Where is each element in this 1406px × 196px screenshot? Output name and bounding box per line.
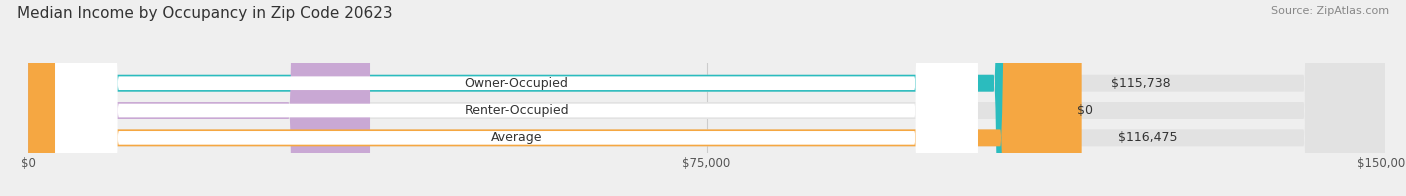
FancyBboxPatch shape <box>28 0 1385 196</box>
FancyBboxPatch shape <box>55 0 979 196</box>
FancyBboxPatch shape <box>28 0 1385 196</box>
Text: Source: ZipAtlas.com: Source: ZipAtlas.com <box>1271 6 1389 16</box>
FancyBboxPatch shape <box>28 0 1385 196</box>
FancyBboxPatch shape <box>28 0 370 196</box>
FancyBboxPatch shape <box>28 0 1081 196</box>
FancyBboxPatch shape <box>55 0 979 196</box>
Text: Renter-Occupied: Renter-Occupied <box>464 104 569 117</box>
Text: $0: $0 <box>1077 104 1094 117</box>
FancyBboxPatch shape <box>55 0 979 196</box>
Text: $115,738: $115,738 <box>1111 77 1171 90</box>
FancyBboxPatch shape <box>28 0 1076 196</box>
Text: $116,475: $116,475 <box>1118 131 1177 144</box>
Text: Average: Average <box>491 131 543 144</box>
Text: Owner-Occupied: Owner-Occupied <box>464 77 568 90</box>
Text: Median Income by Occupancy in Zip Code 20623: Median Income by Occupancy in Zip Code 2… <box>17 6 392 21</box>
